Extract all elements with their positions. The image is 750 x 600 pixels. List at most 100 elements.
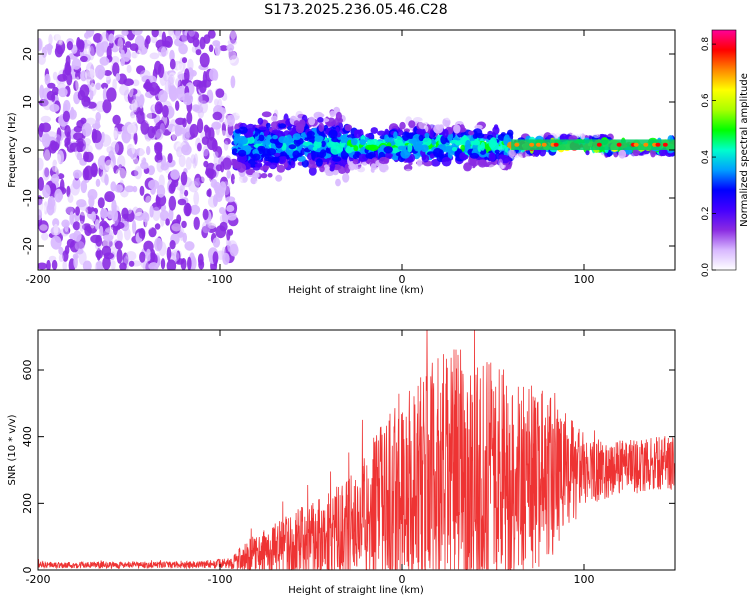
spectral-blob <box>292 150 300 159</box>
snr-plot-area <box>38 330 675 570</box>
spectral-blob <box>215 88 225 98</box>
spectral-blob <box>131 30 143 36</box>
spectral-blob <box>73 80 79 92</box>
spectral-blob <box>175 30 181 40</box>
spectral-blob <box>477 159 488 168</box>
spectral-blob <box>103 165 110 172</box>
spectral-blob <box>197 118 204 134</box>
spectral-blob <box>399 121 406 130</box>
spectral-blob <box>197 109 204 119</box>
snr-frame <box>37 329 676 571</box>
spectral-blob <box>330 145 341 155</box>
spectral-blob <box>418 134 424 142</box>
spectral-blob <box>52 218 60 228</box>
spectral-blob <box>158 174 165 189</box>
spectral-blob <box>214 98 219 106</box>
spectral-blob <box>100 31 110 45</box>
y-tick-label: 200 <box>21 493 34 514</box>
spectral-blob <box>278 136 288 144</box>
y-tick-label: 600 <box>21 360 34 381</box>
spectral-blob <box>73 132 84 141</box>
spectral-blob <box>157 119 165 134</box>
spectral-blob <box>124 227 131 241</box>
spectral-blob <box>90 82 96 91</box>
spectral-blob <box>44 167 50 178</box>
spectral-blob <box>125 41 132 48</box>
spectral-blob <box>97 197 105 209</box>
spectral-blob <box>226 44 235 52</box>
spectral-blob <box>257 145 266 152</box>
colorbar-tick-label: 0.8 <box>701 37 711 52</box>
spectral-blob <box>212 69 219 81</box>
spectral-blob <box>111 130 118 139</box>
spectral-blob <box>38 209 43 221</box>
spectral-blob <box>194 106 204 114</box>
spectral-blob <box>53 34 61 42</box>
spectral-blob <box>319 165 325 173</box>
spectral-peak <box>535 142 541 147</box>
spectral-blob <box>592 132 601 139</box>
spectral-blob <box>169 49 175 62</box>
spectral-blob <box>72 177 81 190</box>
spectral-blob <box>189 123 199 138</box>
spectral-blob <box>170 169 180 180</box>
spectral-blob <box>223 137 231 145</box>
spectral-blob <box>82 144 93 154</box>
spectral-blob <box>182 92 194 106</box>
spectral-blob <box>222 157 232 171</box>
spectral-blob <box>167 153 173 164</box>
spectral-blob <box>152 206 161 221</box>
spectral-blob <box>166 246 172 262</box>
spectral-blob <box>41 133 51 148</box>
spectral-blob <box>204 177 212 186</box>
spectral-blob <box>71 58 82 70</box>
spectral-blob <box>50 183 57 191</box>
spectral-blob <box>177 198 187 206</box>
spectral-blob <box>370 163 377 171</box>
spectral-blob <box>90 163 98 178</box>
spectral-blob <box>258 126 268 131</box>
spectral-blob <box>572 127 578 136</box>
spectral-blob <box>441 156 452 167</box>
spectral-blob <box>193 153 198 167</box>
spectral-blob <box>281 156 287 161</box>
spectral-blob <box>318 122 325 132</box>
spectral-blob <box>213 155 218 167</box>
spectral-blob <box>95 261 104 270</box>
spectral-blob <box>186 111 193 125</box>
spectral-blob <box>377 130 386 136</box>
spectral-blob <box>83 138 91 146</box>
spectral-blob <box>74 241 85 251</box>
spectral-blob <box>224 117 235 128</box>
spectral-blob <box>47 82 56 89</box>
spectral-blob <box>46 259 51 270</box>
spectral-blob <box>323 164 330 174</box>
spectral-blob <box>406 132 415 139</box>
spectral-blob <box>297 155 306 162</box>
spectral-blob <box>167 123 176 133</box>
spectral-blob <box>42 184 51 198</box>
spectral-blob <box>106 45 112 60</box>
spectral-blob <box>367 139 375 145</box>
spectral-blob <box>213 194 218 207</box>
spectral-blob <box>93 33 103 43</box>
spectral-blob <box>214 43 221 56</box>
spectral-blob <box>66 41 73 51</box>
spectral-blob <box>266 148 277 156</box>
spectral-blob <box>147 165 156 176</box>
spectral-blob <box>201 174 206 183</box>
spectral-blob <box>177 127 187 135</box>
spectral-blob <box>201 226 209 239</box>
spectral-blob <box>430 116 436 122</box>
spectral-blob <box>416 121 425 131</box>
signal-band <box>511 139 675 150</box>
spectral-blob <box>95 42 105 57</box>
spectral-blob <box>81 122 92 137</box>
spectral-blob <box>86 37 92 45</box>
spectral-blob <box>102 256 111 270</box>
spectral-blob <box>147 125 156 139</box>
spectral-blob <box>317 117 324 123</box>
spectral-blob <box>44 73 51 86</box>
spectral-blob <box>83 151 89 162</box>
spectral-blob <box>272 135 278 140</box>
